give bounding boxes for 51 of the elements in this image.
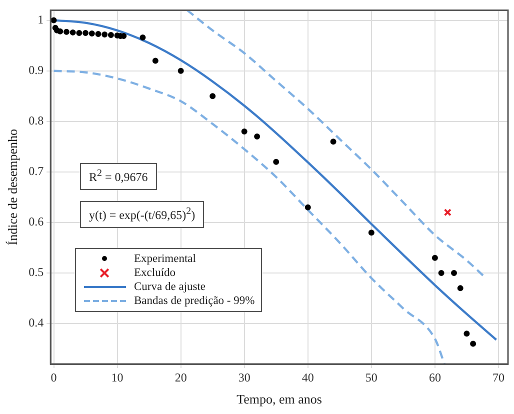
line-series [52,70,446,364]
point [88,30,95,36]
x-tick-label: 20 [174,370,187,384]
y-tick-label: 1 [38,12,44,26]
annotation: y(t) = exp(-(t/69,65)$^{2}$) [80,201,204,228]
y-tick-label: 0.5 [28,265,44,280]
point [254,134,260,140]
x-axis-title: Tempo, em anos [236,392,322,407]
annotation: R$^{2}$ = 0,9676 [80,163,157,190]
point [273,158,280,165]
legend-label: Bandas de predição - 99% [134,295,255,307]
x-tick-label: 0 [50,370,57,384]
point [95,30,102,37]
point [470,340,476,347]
point [330,138,336,145]
point [82,30,89,36]
x-tick-label: 30 [238,370,250,384]
point [241,128,248,135]
point [210,93,216,100]
x-tick-label: 10 [111,370,124,384]
point [464,330,470,337]
point [50,17,57,24]
point [63,28,70,35]
x-tick-label: 40 [302,370,314,384]
point [76,30,82,36]
x-tick-label: 70 [492,370,504,384]
point [57,28,64,34]
point [108,32,114,38]
y-tick-label: 0.8 [28,114,44,128]
point [102,31,108,38]
legend-label: Curva de ajuste [134,281,206,293]
point [70,29,76,36]
y-tick-label: 0.7 [28,164,44,178]
x-tick-label: 60 [428,370,441,384]
x-tick-label: 50 [365,370,378,384]
point [152,58,158,64]
point [178,68,184,74]
point [368,230,374,236]
y-tick-label: 0.4 [28,316,44,330]
y-tick-label: 0.6 [28,214,44,229]
point [451,270,457,276]
point [304,204,311,210]
legend-label: Excluído [134,267,176,279]
point [432,254,438,261]
y-tick-label: 0.9 [28,63,44,78]
legend-label: Experimental [134,253,196,265]
point [444,208,452,216]
point [438,270,444,276]
point [140,34,146,40]
y-axis-title: Índice de desempenho [5,128,20,246]
point [457,285,464,292]
